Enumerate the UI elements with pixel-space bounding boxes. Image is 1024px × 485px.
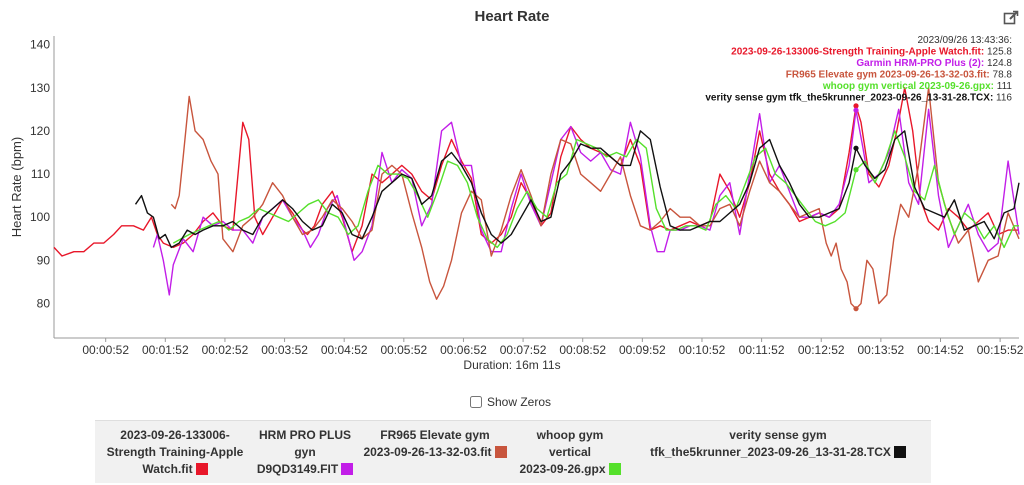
cursor-point: [853, 103, 859, 109]
legend-item-label: 2023-09-26.gpx: [519, 462, 606, 476]
legend-item-label: Strength Training-Apple: [106, 445, 244, 459]
tooltip-row-value: 124.8: [987, 58, 1012, 69]
tooltip-row: FR965 Elevate gym 2023-09-26-13-32-03.fi…: [786, 70, 1013, 81]
show-zeros-checkbox[interactable]: [470, 396, 482, 408]
series-layer: [53, 87, 1020, 310]
x-tick-label: 00:06:52: [440, 343, 487, 357]
cursor-point: [853, 107, 859, 113]
legend-swatch: [893, 446, 906, 458]
cursor-markers: [853, 103, 859, 312]
x-axis-duration-label: Duration: 16m 11s: [463, 358, 561, 372]
show-zeros-label: Show Zeros: [487, 395, 552, 409]
legend: 2023-09-26-133006- Strength Training-Appl…: [95, 420, 931, 483]
legend-item-label: gyn: [294, 445, 316, 459]
tooltip-row-value: 116: [996, 93, 1012, 104]
show-zeros-control[interactable]: Show Zeros: [470, 395, 551, 409]
legend-item-label: D9QD3149.FIT: [256, 462, 339, 476]
axes: 80 90 100 110 120 130 140 00:00:52 00:01:52 00:02…: [9, 36, 1024, 357]
x-tick-label: 00:13:52: [857, 343, 904, 357]
y-tick-label: 80: [37, 296, 51, 310]
legend-swatch: [608, 463, 621, 475]
legend-item-label: verity sense gym: [729, 428, 827, 442]
legend-item-label: 2023-09-26-13-32-03.fit: [363, 445, 492, 459]
x-tick-label: 00:08:52: [559, 343, 606, 357]
tooltip-row-value: 78.8: [993, 70, 1013, 81]
tooltip-row-label: FR965 Elevate gym 2023-09-26-13-32-03.fi…: [786, 70, 993, 81]
legend-item-text: tfk_the5krunner_2023-09-26_13-31-28.TCX: [625, 444, 931, 461]
legend-item-text: verity sense gym: [625, 427, 931, 444]
x-tick-label: 00:14:52: [917, 343, 964, 357]
legend-item-text: vertical: [515, 444, 625, 461]
x-tick-label: 00:00:52: [82, 343, 129, 357]
tooltip-row-value: 125.8: [987, 47, 1012, 58]
y-tick-label: 90: [37, 253, 51, 267]
legend-item-text: FR965 Elevate gym: [355, 427, 515, 444]
x-tick-label: 00:03:52: [261, 343, 308, 357]
cursor-point: [853, 145, 859, 151]
legend-item[interactable]: 2023-09-26-133006- Strength Training-Appl…: [95, 421, 255, 483]
legend-item[interactable]: verity sense gym tfk_the5krunner_2023-09-…: [625, 421, 931, 483]
legend-item[interactable]: HRM PRO PLUS gyn D9QD3149.FIT: [255, 421, 355, 483]
x-tick-label: 00:09:52: [619, 343, 666, 357]
legend-item[interactable]: FR965 Elevate gym 2023-09-26-13-32-03.fit: [355, 421, 515, 483]
tooltip-row: verity sense gym tfk_the5krunner_2023-09…: [705, 93, 1012, 104]
legend-swatch: [195, 463, 208, 475]
y-tick-label: 110: [31, 167, 50, 181]
legend-swatch: [341, 463, 354, 475]
x-tick-label: 00:11:52: [739, 343, 785, 357]
tooltip-row-label: verity sense gym tfk_the5krunner_2023-09…: [705, 93, 996, 104]
x-tick-label: 00:07:52: [500, 343, 547, 357]
legend-swatch: [494, 446, 507, 458]
series-line: [152, 108, 1020, 296]
legend-item-text: gyn: [255, 444, 355, 461]
legend-item-label: Watch.fit: [142, 462, 193, 476]
legend-item-label: tfk_the5krunner_2023-09-26_13-31-28.TCX: [650, 445, 891, 459]
series-line: [134, 130, 1020, 249]
legend-item-label: FR965 Elevate gym: [380, 428, 490, 442]
pencil-export-icon[interactable]: [1003, 10, 1019, 26]
hover-tooltip: 2023/09/26 13:43:36:2023-09-26-133006-St…: [705, 35, 1012, 104]
cursor-point: [853, 167, 859, 173]
x-tick-label: 00:10:52: [679, 343, 726, 357]
tooltip-row: whoop gym vertical 2023-09-26.gpx: 111: [822, 81, 1013, 92]
tooltip-row-label: 2023-09-26-133006-Strength Training-Appl…: [731, 47, 987, 58]
legend-item-text: 2023-09-26.gpx: [515, 461, 625, 478]
legend-item[interactable]: whoop gym vertical 2023-09-26.gpx: [515, 421, 625, 483]
legend-item-text: HRM PRO PLUS: [255, 427, 355, 444]
tooltip-time: 2023/09/26 13:43:36:: [917, 35, 1012, 46]
heart-rate-chart[interactable]: 80 90 100 110 120 130 140 00:00:52 00:01:52 00:02…: [0, 0, 1024, 360]
cursor-point: [853, 306, 859, 312]
y-tick-label: 130: [30, 81, 50, 95]
x-tick-label: 00:04:52: [321, 343, 368, 357]
legend-item-text: D9QD3149.FIT: [255, 461, 355, 478]
y-axis-label: Heart Rate (bpm): [9, 137, 24, 237]
chart-title: Heart Rate: [474, 8, 550, 25]
legend-item-label: 2023-09-26-133006-: [120, 428, 230, 442]
legend-item-text: 2023-09-26-13-32-03.fit: [355, 444, 515, 461]
y-tick-label: 100: [30, 210, 50, 224]
legend-item-label: whoop gym: [536, 428, 604, 442]
y-tick-label: 120: [30, 124, 50, 138]
legend-item-label: HRM PRO PLUS: [258, 428, 351, 442]
x-tick-label: 00:01:52: [142, 343, 189, 357]
tooltip-row-value: 111: [997, 81, 1013, 92]
x-tick-label: 00:05:52: [380, 343, 427, 357]
legend-item-text: 2023-09-26-133006-: [95, 427, 255, 444]
tooltip-row: 2023-09-26-133006-Strength Training-Appl…: [731, 47, 1012, 58]
legend-item-text: whoop gym: [515, 427, 625, 444]
tooltip-row: Garmin HRM-PRO Plus (2): 124.8: [856, 58, 1012, 69]
x-tick-label: 00:12:52: [798, 343, 845, 357]
y-tick-label: 140: [30, 38, 50, 52]
legend-item-label: vertical: [548, 445, 592, 459]
x-tick-label: 00:02:52: [202, 343, 249, 357]
tooltip-row-label: Garmin HRM-PRO Plus (2):: [856, 58, 987, 69]
x-tick-label: 00:15:52: [977, 343, 1024, 357]
legend-item-text: Watch.fit: [95, 461, 255, 478]
series-line: [170, 87, 1020, 310]
legend-item-text: Strength Training-Apple: [95, 444, 255, 461]
tooltip-row-label: whoop gym vertical 2023-09-26.gpx:: [822, 81, 997, 92]
